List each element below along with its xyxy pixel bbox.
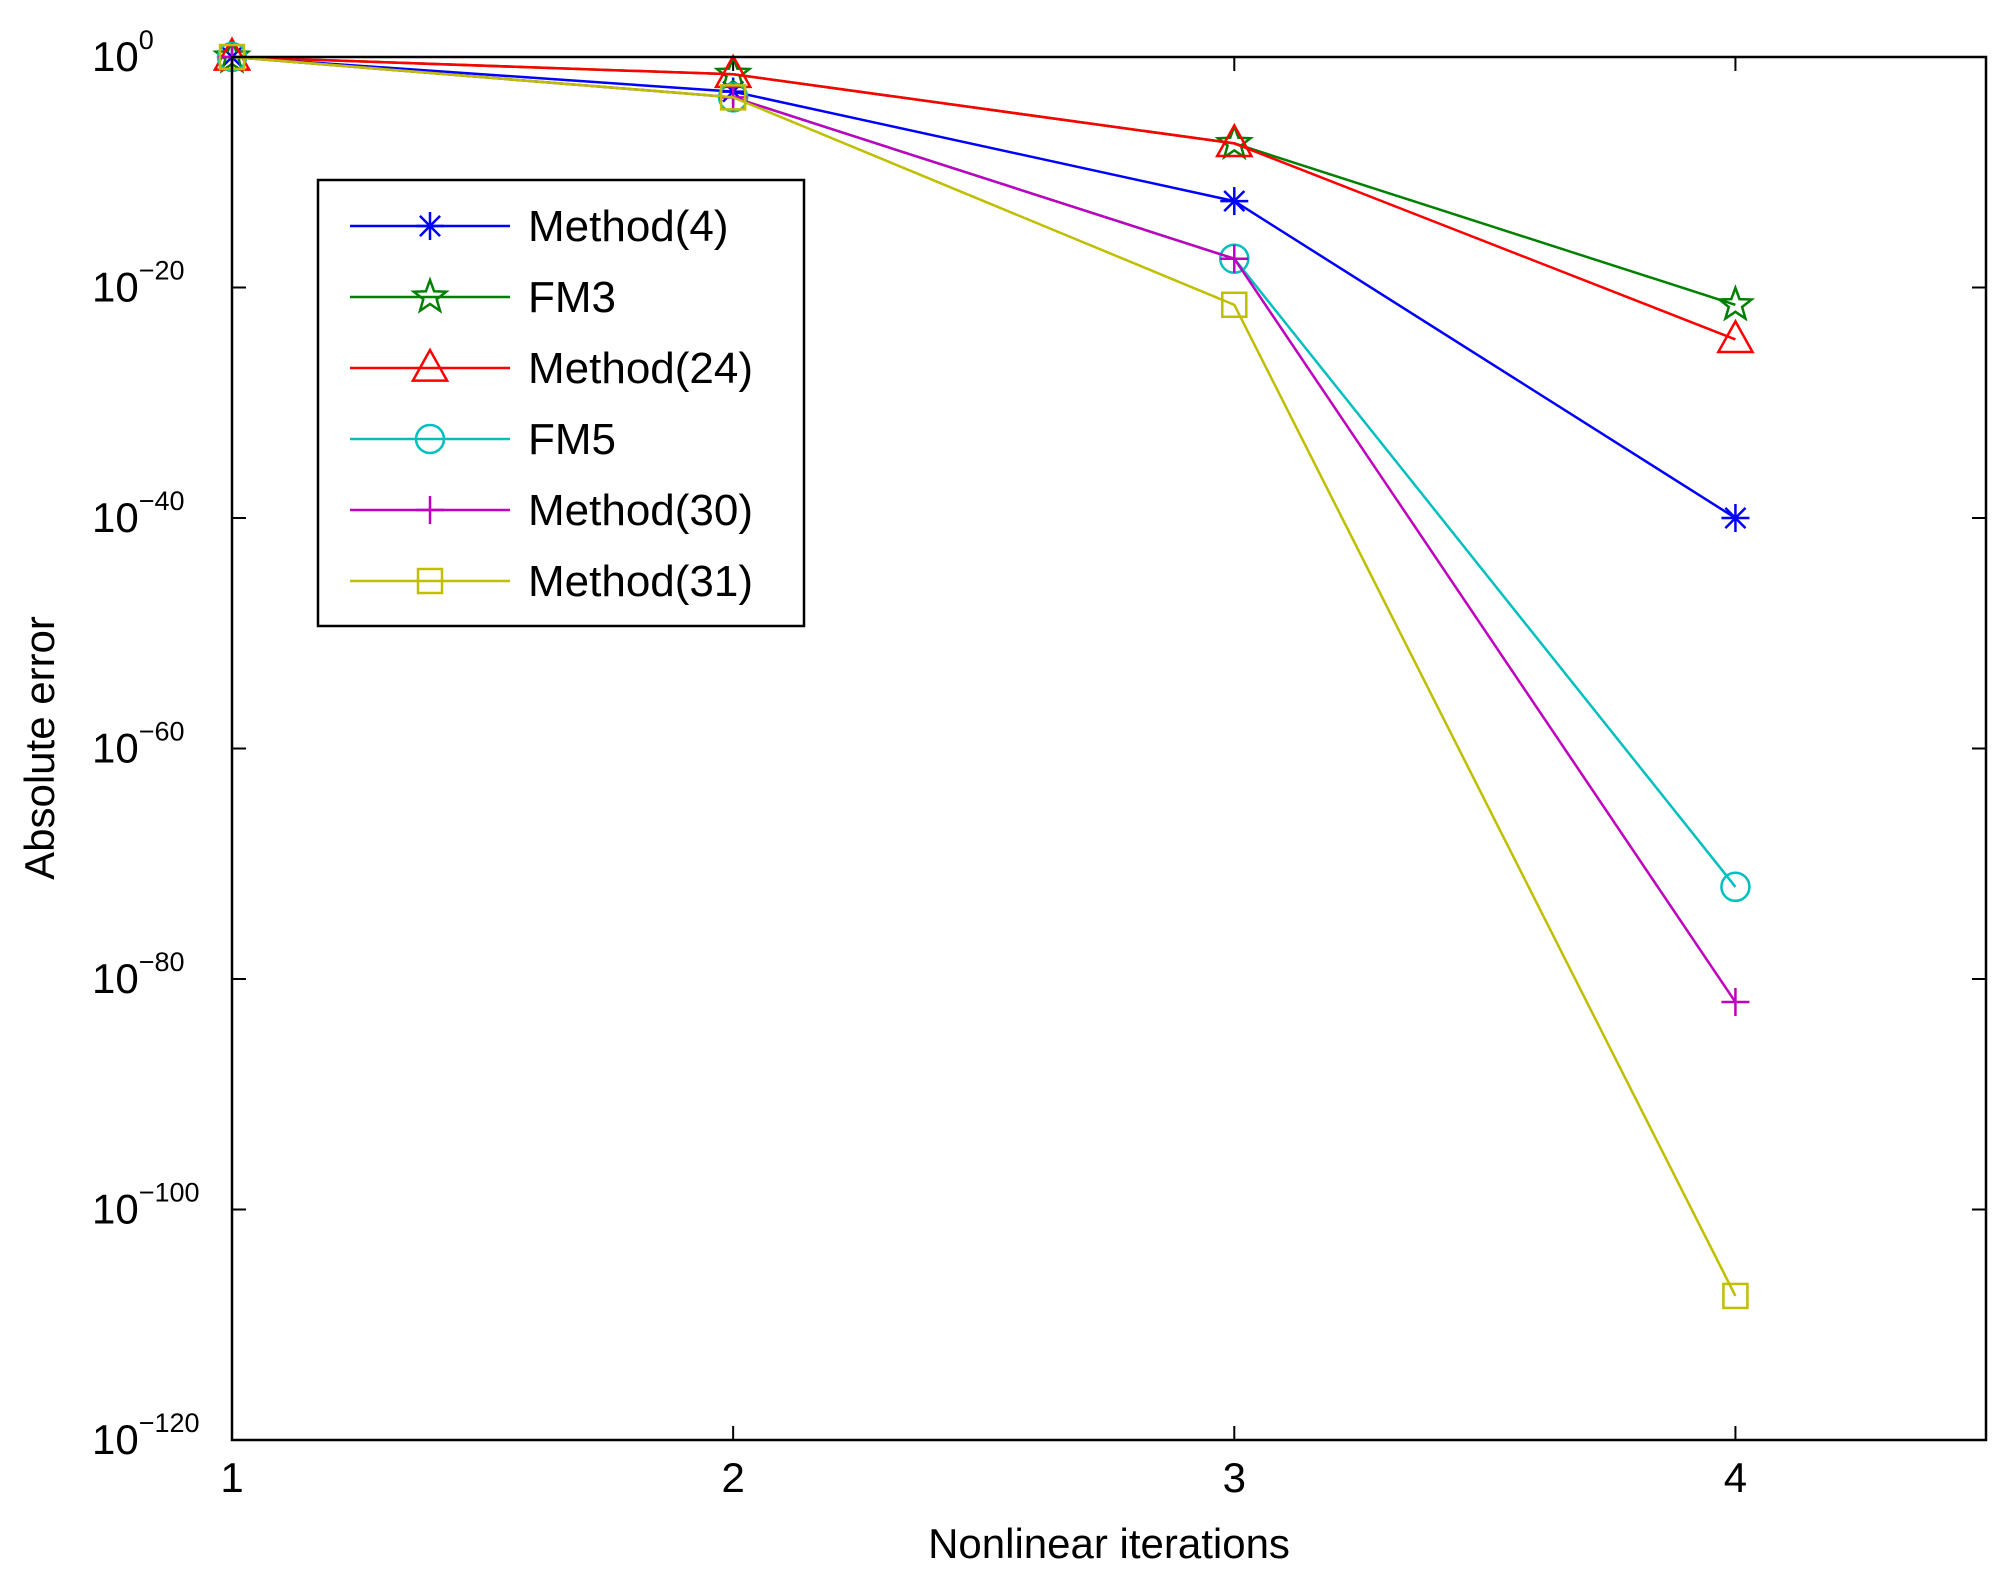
y-tick-exponent: 0 — [139, 25, 154, 55]
y-tick-exponent: −60 — [139, 717, 185, 747]
y-tick-label: 10−80 — [92, 947, 185, 1002]
legend-label: Method(24) — [528, 344, 753, 393]
data-point-method-24 — [1716, 318, 1755, 354]
x-tick-label: 3 — [1223, 1454, 1246, 1501]
x-tick-label: 2 — [721, 1454, 744, 1501]
y-tick-label: 10−20 — [92, 256, 185, 311]
data-point-method-31 — [1722, 1282, 1749, 1310]
data-point-method-24 — [1215, 122, 1254, 158]
y-tick-label: 10−60 — [92, 717, 185, 772]
legend-label: FM3 — [528, 273, 616, 322]
x-axis-label: Nonlinear iterations — [928, 1520, 1290, 1567]
y-tick-base: 10 — [92, 33, 139, 80]
y-tick-base: 10 — [92, 1186, 139, 1233]
data-point-fm5 — [1720, 871, 1751, 903]
legend-marker-method-30 — [416, 496, 444, 524]
legend-marker-method-31 — [416, 567, 444, 595]
legend: Method(4) FM3 Method(24) FM5 Method(30) Metho… — [316, 178, 806, 628]
series-layer — [212, 36, 1756, 1310]
data-point-method-30 — [1721, 988, 1750, 1017]
legend-marker-fm3 — [410, 276, 450, 314]
data-point-method-31 — [719, 84, 747, 111]
y-tick-exponent: −40 — [139, 486, 185, 516]
legend-label: Method(31) — [528, 557, 753, 606]
data-point-method-30 — [1220, 244, 1249, 273]
series-line-method-24 — [231, 55, 1736, 341]
data-point-method-31 — [1221, 291, 1248, 319]
legend-label: Method(4) — [528, 202, 729, 251]
y-tick-base: 10 — [92, 955, 139, 1002]
y-tick-base: 10 — [92, 494, 139, 541]
legend-marker-method-24 — [410, 347, 450, 382]
series-line-method-31 — [231, 55, 1737, 1297]
y-tick-label: 10−100 — [92, 1178, 200, 1233]
y-tick-base: 10 — [92, 725, 139, 772]
y-tick-exponent: −80 — [139, 947, 185, 977]
legend-box — [316, 178, 806, 628]
x-axis-ticks: 1 2 3 4 — [220, 57, 1747, 1501]
x-tick-label: 1 — [220, 1454, 243, 1501]
data-point-method-4 — [1220, 187, 1249, 216]
y-tick-exponent: −100 — [139, 1178, 200, 1208]
y-tick-label: 10−120 — [92, 1408, 200, 1463]
y-tick-base: 10 — [92, 264, 139, 311]
y-tick-exponent: −20 — [139, 256, 185, 286]
y-tick-label: 100 — [92, 25, 154, 80]
series-line-method-4 — [231, 55, 1737, 520]
legend-label: FM5 — [528, 415, 616, 464]
legend-label: Method(30) — [528, 486, 753, 535]
y-tick-label: 10−40 — [92, 486, 185, 541]
plot-frame — [230, 55, 1988, 1442]
y-tick-exponent: −120 — [139, 1408, 200, 1438]
x-tick-label: 4 — [1724, 1454, 1747, 1501]
y-tick-base: 10 — [92, 1416, 139, 1463]
data-point-fm3 — [713, 53, 753, 91]
legend-marker-fm5 — [414, 423, 446, 455]
data-point-fm3 — [1715, 284, 1756, 322]
data-point-method-4 — [1721, 504, 1750, 532]
data-point-fm3 — [1214, 122, 1255, 161]
legend-marker-method-4 — [416, 212, 444, 240]
y-axis-label: Absolute error — [16, 616, 63, 880]
